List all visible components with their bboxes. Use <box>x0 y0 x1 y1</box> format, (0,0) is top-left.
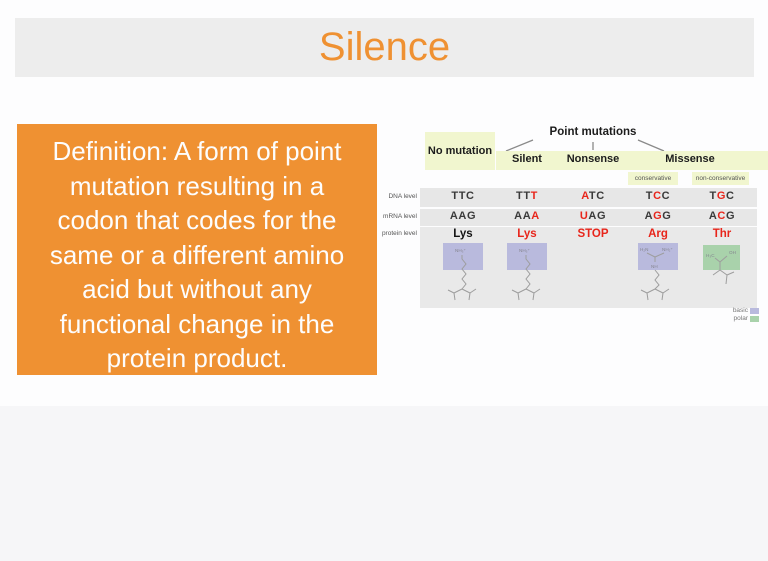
svg-text:NH₃⁺: NH₃⁺ <box>519 248 531 253</box>
dna-row-band <box>420 188 757 207</box>
protein-label: Lys <box>453 228 473 240</box>
arginine-structure-icon: H₂N NH₂⁺ NH <box>638 243 678 301</box>
definition-line: protein product. <box>106 343 288 373</box>
dna-codon: TTT <box>516 190 538 202</box>
codon-letter: T <box>516 190 524 202</box>
codon-letter: A <box>522 210 532 222</box>
svg-text:H₂N: H₂N <box>640 247 648 252</box>
definition-line: mutation resulting in a <box>69 170 325 201</box>
codon-letter: G <box>596 210 607 222</box>
non-conservative-header: non-conservative <box>692 172 749 185</box>
codon-letter: A <box>588 210 597 222</box>
codon-letter: T <box>645 190 654 202</box>
mrna-codon: UAG <box>580 210 606 222</box>
codon-letter: T <box>588 190 597 202</box>
structure-legend: basic polar <box>733 307 759 322</box>
codon-letter: A <box>458 210 467 222</box>
codon-letter: G <box>725 210 736 222</box>
dna-codon: TGC <box>709 190 734 202</box>
definition-line: acid but without any <box>82 274 312 304</box>
no-mutation-header: No mutation <box>425 132 495 170</box>
mrna-codon: AAG <box>450 210 476 222</box>
svg-text:H₃C: H₃C <box>706 253 715 258</box>
definition-line: functional change in the <box>59 308 335 339</box>
conservative-header: conservative <box>628 172 678 185</box>
codon-letter: G <box>662 210 672 222</box>
mrna-codon: ACG <box>709 210 735 222</box>
legend-label: polar <box>733 315 748 322</box>
codon-letter: G <box>466 210 477 222</box>
definition-line: same or a different amino <box>49 239 345 270</box>
page-lower-background <box>0 406 768 561</box>
codon-letter: G <box>653 210 663 222</box>
protein-label: STOP <box>577 228 609 240</box>
mrna-codon: AGG <box>645 210 672 222</box>
legend-item: polar <box>733 315 759 322</box>
slide-title: Silence <box>318 25 451 69</box>
codon-letter: A <box>449 210 459 222</box>
mutation-type-header-band: Silent Nonsense Missense <box>496 151 768 170</box>
protein-label: Thr <box>712 228 732 240</box>
dna-codon: TCC <box>646 190 670 202</box>
dna-codon: TTC <box>451 190 474 202</box>
threonine-structure-icon: H₃C OH <box>703 245 740 285</box>
legend-swatch <box>750 307 759 314</box>
definition-line: Definition: A form of point <box>52 136 342 166</box>
codon-letter: A <box>531 210 540 222</box>
codon-letter: A <box>644 210 654 222</box>
dna-level-label: DNA level <box>388 193 417 200</box>
silent-header: Silent <box>512 153 542 165</box>
codon-letter: C <box>717 210 726 222</box>
nonsense-header: Nonsense <box>566 153 620 165</box>
codon-letter: T <box>523 190 531 202</box>
definition-line: codon that codes for the <box>57 205 337 235</box>
codon-letter: U <box>579 210 589 222</box>
legend-label: basic <box>732 307 748 314</box>
codon-letter: A <box>514 210 523 222</box>
svg-text:NH₂⁺: NH₂⁺ <box>662 247 673 252</box>
codon-letter: C <box>661 190 671 202</box>
legend-swatch <box>750 315 759 322</box>
svg-text:NH₃⁺: NH₃⁺ <box>455 248 467 253</box>
codon-letter: C <box>466 190 475 202</box>
codon-letter: C <box>725 190 735 202</box>
codon-letter: G <box>716 190 726 202</box>
protein-label: Arg <box>648 228 668 240</box>
codon-letter: C <box>596 190 605 202</box>
protein-level-label: protein level <box>381 230 417 237</box>
legend-item: basic <box>733 307 759 314</box>
codon-letter: A <box>581 190 589 202</box>
branch-lines <box>505 139 665 152</box>
codon-letter: C <box>653 190 662 202</box>
codon-letter: T <box>451 190 459 202</box>
mrna-row-band <box>420 209 757 226</box>
svg-text:OH: OH <box>729 250 736 255</box>
codon-letter: T <box>530 190 538 202</box>
mrna-level-label: mRNA level <box>383 213 417 220</box>
point-mutations-header: Point mutations <box>549 126 637 138</box>
lysine-structure-icon: NH₃⁺ <box>507 243 547 301</box>
definition-box: Definition: A form of point mutation resu… <box>17 124 377 375</box>
svg-text:NH: NH <box>651 264 658 269</box>
mrna-codon: AAA <box>514 210 540 222</box>
codon-letter: A <box>708 210 718 222</box>
lysine-structure-icon: NH₃⁺ <box>443 243 483 301</box>
missense-header: Missense <box>665 153 715 165</box>
dna-codon: ATC <box>581 190 605 202</box>
codon-letter: T <box>458 190 467 202</box>
slide-header: Silence <box>15 18 754 77</box>
protein-label: Lys <box>517 228 537 240</box>
mutation-diagram: No mutation Point mutations Silent Nonse… <box>378 120 768 335</box>
codon-letter: T <box>709 190 717 202</box>
